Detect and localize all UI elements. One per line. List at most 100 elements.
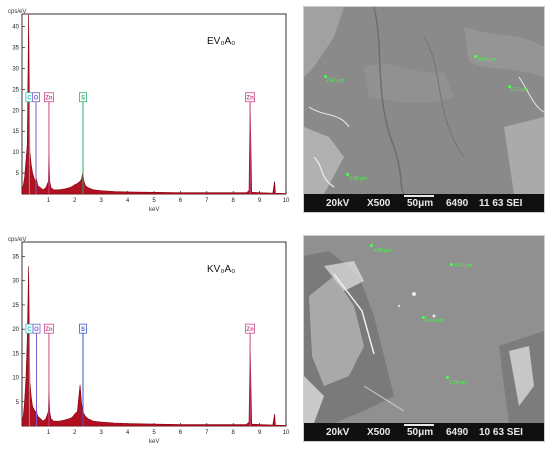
measurement-label: 4.40 μm [454,263,473,269]
peak-label-box [79,323,87,334]
x-tick-label: 10 [283,198,290,204]
peak-label-box [44,323,54,334]
sem-working-code: 6490 [446,197,469,209]
sem-voltage: 20kV [326,426,350,438]
eds-spectrum-ev0a0: cps/eV keV 5 10 15 20 25 30 35 40 1 2 3 4 5 6 7 8 9 10 C O Zn S… [4,4,290,220]
peak-label: Zn [45,327,53,333]
sem-working-code: 6490 [446,426,469,438]
sem-magnification: X500 [367,426,391,438]
measurement-marker [324,75,327,78]
y-tick-label: 15 [12,351,19,357]
peak-label-box [32,92,40,103]
peak-label: O [34,327,39,333]
x-tick-label: 2 [73,430,77,436]
measurement-label: 4.88 μm [373,248,392,254]
measurement-marker [370,244,373,247]
measurement-label: 3.94 μm [449,380,468,386]
peak-label-box [44,92,54,103]
spectrum-area [21,266,287,427]
x-tick-label: 7 [205,198,209,204]
x-tick-label: 3 [100,198,104,204]
sem-voltage: 20kV [326,197,350,209]
plot-frame [21,241,287,427]
x-tick-label: 10 [283,430,290,436]
y-tick-label: 35 [12,255,19,261]
x-tick-label: 4 [126,430,130,436]
y-tick-label: 15 [12,129,19,135]
x-tick-label: 2 [73,198,77,204]
measurement-label: 2.44 μm [425,318,444,324]
y-tick-label: 20 [12,108,19,114]
eds-chart-svg: cps/eV keV 5 10 15 20 25 30 35 40 1 2 3 4 5 6 7 8 9 10 C O Zn S… [8,9,290,213]
sem-scale-bar [404,424,434,426]
x-tick-label: 8 [232,198,236,204]
x-tick-label: 6 [179,198,183,204]
measurement-label: 2.06 μm [349,176,368,182]
y-tick-label: 5 [16,171,20,177]
peak-label: Zn [45,96,53,102]
y-tick-label: 10 [12,376,19,382]
measurement-label: 2.42 μm [326,78,345,84]
y-tick-label: 25 [12,303,19,309]
y-tick-label: 40 [12,25,19,31]
measurement-marker [346,173,349,176]
measurement-marker [474,55,477,58]
peak-label-box [32,323,41,334]
sem-image-id: 10 63 SEI [479,426,523,438]
sem-scale-label: 50μm [407,197,434,209]
eds-chart-svg: cps/eV keV 5 10 15 20 25 30 35 1 2 3 4 5 6 7 8 9 10 C O Zn S Zn… [8,237,290,445]
y-tick-label: 10 [12,150,19,156]
y-tick-label: 25 [12,87,19,93]
measurement-marker [508,85,511,88]
x-tick-label: 6 [179,430,183,436]
x-tick-label: 4 [126,198,130,204]
measurement-marker [422,316,425,319]
peak-label: Zn [246,327,254,333]
peak-label: S [81,327,85,333]
x-tick-label: 8 [232,430,236,436]
x-axis-label: keV [149,439,159,445]
measurement-label: 2.12 μm [510,87,529,93]
sem-micrograph-1: 2.42 μm 3.00 μm 2.12 μm 2.06 μm 20kV X50… [303,6,545,213]
measurement-label: 3.00 μm [478,57,497,63]
y-tick-label: 30 [12,279,19,285]
spectrum-area [21,13,287,195]
peak-label-box [245,92,255,103]
sample-label: EV₀A₀ [207,36,235,47]
sem-scale-bar [404,195,434,197]
sem-magnification: X500 [367,197,391,209]
measurement-marker [446,376,449,379]
sem-info-bar: 20kV X500 50μm 6490 10 63 SEI [304,423,544,441]
peak-label: O [34,96,39,102]
y-tick-label: 20 [12,327,19,333]
peak-label-box [245,323,255,334]
peak-label-box [79,92,87,103]
peak-label: Zn [246,96,254,102]
sem-scale-label: 50μm [407,426,434,438]
eds-spectrum-kv0a0: cps/eV keV 5 10 15 20 25 30 35 1 2 3 4 5 6 7 8 9 10 C O Zn S Zn… [4,232,290,452]
y-axis-label: cps/eV [8,237,26,243]
sem-image-id: 11 63 SEI [479,197,523,209]
y-tick-label: 5 [16,400,20,406]
y-tick-label: 35 [12,45,19,51]
peak-label: S [81,96,85,102]
x-tick-label: 9 [258,430,262,436]
sample-label: KV₀A₀ [207,264,235,275]
peak-label: C [27,96,32,102]
y-axis-label: cps/eV [8,9,26,15]
sem-texture [304,7,544,194]
sem-texture [304,236,544,423]
plot-frame [21,13,287,195]
peak-label: C [27,327,32,333]
x-tick-label: 5 [152,198,156,204]
sem-info-bar: 20kV X500 50μm 6490 11 63 SEI [304,194,544,212]
x-tick-label: 1 [47,430,51,436]
x-tick-label: 9 [258,198,262,204]
y-tick-label: 30 [12,66,19,72]
x-axis-label: keV [149,207,159,213]
x-tick-label: 7 [205,430,209,436]
x-tick-label: 1 [47,198,51,204]
x-tick-label: 5 [152,430,156,436]
sem-micrograph-2: 4.88 μm 4.40 μm 2.44 μm 3.94 μm 20kV X50… [303,235,545,442]
measurement-marker [450,263,453,266]
